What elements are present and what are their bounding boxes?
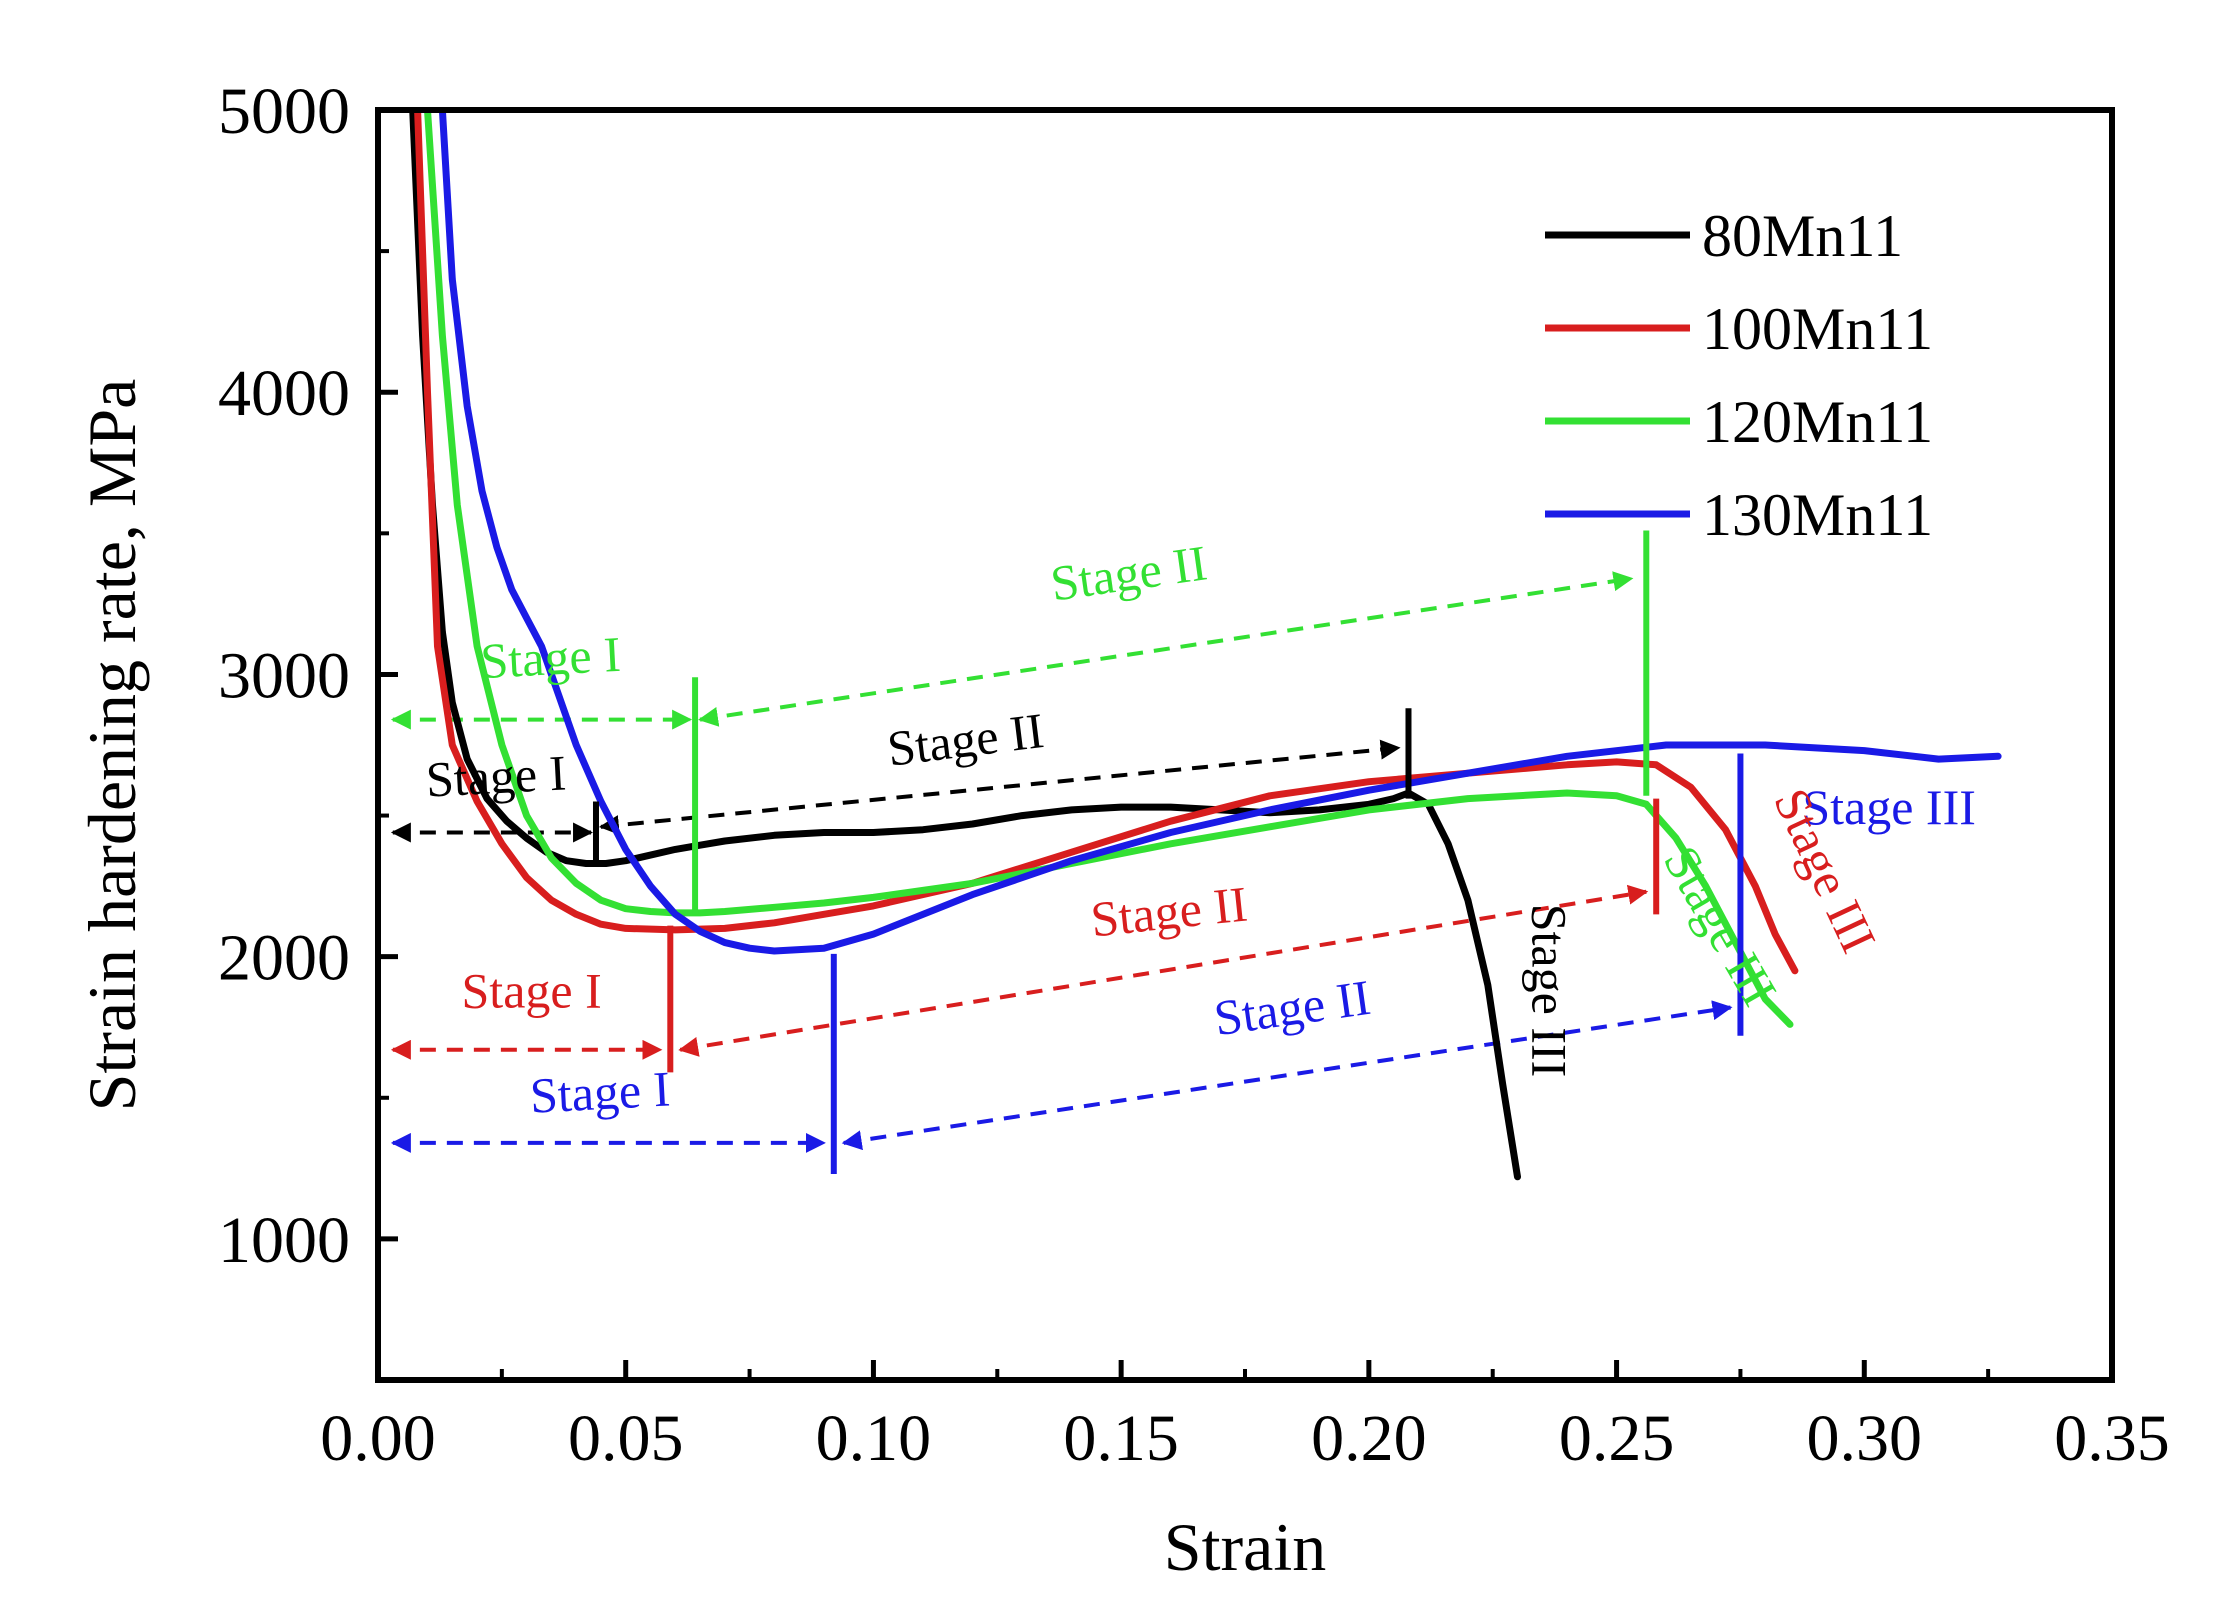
x-tick-label: 0.25 xyxy=(1559,1402,1675,1475)
y-tick-label: 2000 xyxy=(218,922,350,995)
stage-label: Stage I xyxy=(425,744,568,807)
stage-arrow xyxy=(841,1000,1733,1151)
stage-label: Stage II xyxy=(1047,534,1210,611)
stage-label: Stage I xyxy=(479,626,622,689)
legend-label: 130Mn11 xyxy=(1702,482,1933,548)
y-tick-label: 4000 xyxy=(218,357,350,430)
y-tick-label: 1000 xyxy=(218,1204,350,1277)
stage-label: Stage II xyxy=(884,702,1047,777)
series-line-130Mn11 xyxy=(438,110,2002,955)
y-tick-label: 5000 xyxy=(218,75,350,148)
y-tick-label: 3000 xyxy=(218,639,350,712)
x-tick-label: 0.00 xyxy=(320,1402,436,1475)
stage-label: Stage III xyxy=(1653,836,1788,1014)
stage-label: Stage I xyxy=(529,1060,672,1123)
series-line-100Mn11 xyxy=(414,110,1799,975)
stage-arrow xyxy=(678,884,1649,1057)
x-tick-label: 0.10 xyxy=(816,1402,932,1475)
stage-arrow xyxy=(698,571,1634,727)
stage-label: Stage III xyxy=(1521,904,1577,1078)
stage-label: Stage III xyxy=(1802,779,1976,835)
x-axis-title: Strain xyxy=(1164,1509,1326,1585)
x-tick-label: 0.35 xyxy=(2054,1402,2170,1475)
x-tick-label: 0.15 xyxy=(1063,1402,1179,1475)
series-line-120Mn11 xyxy=(424,110,1794,1028)
legend-label: 100Mn11 xyxy=(1702,296,1933,362)
x-tick-label: 0.05 xyxy=(568,1402,684,1475)
x-tick-label: 0.20 xyxy=(1311,1402,1427,1475)
stage-label: Stage II xyxy=(1088,875,1250,947)
stage-label: Stage II xyxy=(1211,969,1374,1046)
legend-label: 120Mn11 xyxy=(1702,389,1933,455)
y-axis-title: Strain hardening rate, MPa xyxy=(74,379,150,1112)
stage-label: Stage I xyxy=(461,963,601,1019)
legend-label: 80Mn11 xyxy=(1702,203,1903,269)
series-line-80Mn11 xyxy=(409,110,1521,1181)
x-tick-label: 0.30 xyxy=(1807,1402,1923,1475)
